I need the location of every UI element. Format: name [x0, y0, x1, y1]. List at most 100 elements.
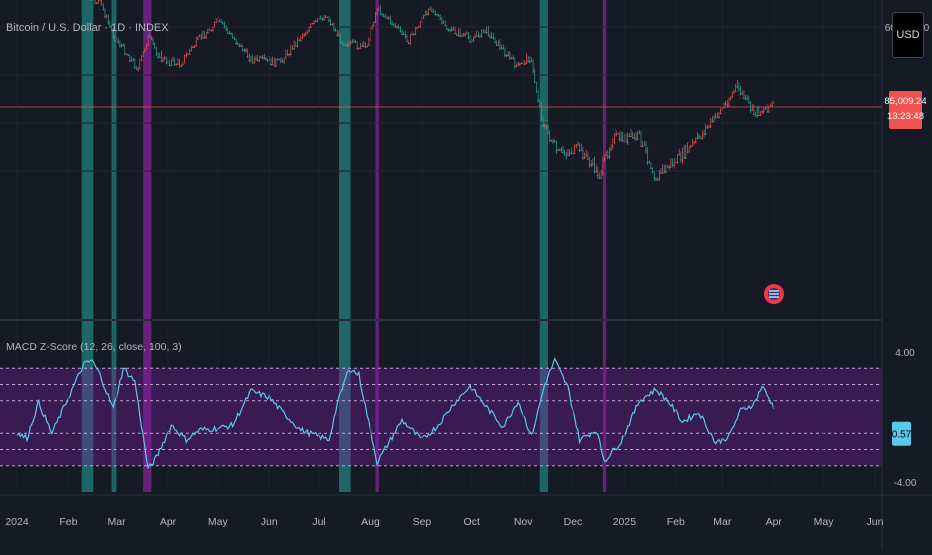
- candle-body: [341, 43, 343, 44]
- candle-body: [640, 146, 642, 147]
- candle-body: [524, 64, 526, 65]
- candle-body: [575, 145, 577, 146]
- candle-body: [456, 35, 458, 36]
- candle-body: [121, 45, 123, 46]
- candle-body: [514, 66, 516, 67]
- time-tick-label: Aug: [361, 516, 380, 528]
- candle-body: [469, 41, 471, 42]
- candle-body: [411, 34, 413, 35]
- candle-body: [625, 142, 627, 143]
- candle-body: [461, 36, 463, 37]
- candle-body: [305, 34, 307, 35]
- candle-body: [358, 48, 360, 49]
- price-axis[interactable]: [882, 0, 932, 550]
- candle-body: [182, 64, 184, 65]
- candle-body: [536, 91, 538, 92]
- candle-body: [346, 45, 348, 46]
- time-tick-label: May: [208, 516, 229, 528]
- candle-body: [466, 33, 468, 34]
- candle-body: [340, 42, 342, 43]
- candle-body: [745, 98, 747, 99]
- candle-body: [270, 64, 272, 65]
- candle-body: [544, 126, 546, 127]
- candle-body: [658, 178, 660, 179]
- candle-body: [99, 1, 101, 2]
- candle-body: [554, 141, 556, 142]
- candle-body: [582, 158, 584, 159]
- candle-body: [605, 155, 607, 156]
- candle-body: [414, 34, 416, 35]
- candle-body: [127, 55, 129, 56]
- candle-body: [534, 82, 536, 83]
- candle-body: [180, 66, 182, 67]
- candle-body: [149, 37, 151, 38]
- candle-body: [371, 28, 373, 29]
- candle-body: [683, 157, 685, 158]
- candle-body: [488, 35, 490, 36]
- currency-button[interactable]: USD: [892, 12, 924, 58]
- candle-body: [129, 61, 131, 62]
- candle-body: [547, 133, 549, 134]
- candle-body: [506, 55, 508, 56]
- candle-body: [756, 116, 758, 117]
- candle-body: [587, 159, 589, 160]
- candle-body: [665, 172, 667, 173]
- candle-body: [356, 48, 358, 49]
- candle-body: [351, 41, 353, 42]
- candle-body: [353, 41, 355, 42]
- candle-body: [242, 50, 244, 51]
- candle-body: [768, 112, 770, 113]
- candle-body: [566, 155, 568, 156]
- candle-body: [693, 142, 695, 143]
- candle-body: [295, 46, 297, 47]
- candle-body: [439, 19, 441, 20]
- candle-body: [172, 60, 174, 61]
- indicator-title: MACD Z-Score (12, 26, close, 100, 3): [6, 341, 182, 353]
- candle-body: [426, 14, 428, 15]
- candle-body: [607, 157, 609, 158]
- candle-body: [663, 172, 665, 173]
- candle-body: [247, 56, 249, 57]
- candle-body: [383, 16, 385, 17]
- candle-body: [713, 121, 715, 122]
- candle-body: [332, 24, 334, 25]
- candle-body: [652, 171, 654, 172]
- candle-body: [497, 45, 499, 46]
- candle-body: [561, 150, 563, 151]
- candle-body: [177, 64, 179, 65]
- candle-body: [219, 21, 221, 22]
- candle-body: [504, 55, 506, 56]
- candle-body: [743, 98, 745, 99]
- candle-body: [647, 162, 649, 163]
- candle-body: [106, 17, 108, 18]
- candle-body: [199, 36, 201, 37]
- candle-body: [645, 150, 647, 151]
- candle-body: [275, 66, 277, 67]
- candle-body: [760, 115, 762, 116]
- candle-body: [491, 37, 493, 38]
- candle-body: [408, 43, 410, 44]
- candle-body: [419, 26, 421, 27]
- candle-body: [735, 91, 737, 92]
- candle-body: [416, 28, 418, 29]
- candle-body: [753, 114, 755, 115]
- candle-body: [413, 34, 415, 35]
- candle-body: [489, 37, 491, 38]
- candle-body: [771, 105, 773, 106]
- candle-body: [147, 45, 149, 46]
- candle-body: [310, 27, 312, 28]
- candle-body: [209, 29, 211, 30]
- candle-body: [136, 69, 138, 70]
- time-tick-label: Nov: [514, 516, 533, 528]
- candle-body: [609, 157, 611, 158]
- candle-body: [595, 171, 597, 172]
- candle-body: [741, 93, 743, 94]
- candle-body: [453, 29, 455, 30]
- candle-body: [290, 54, 292, 55]
- candle-body: [429, 9, 431, 10]
- candle-body: [542, 126, 544, 127]
- candle-body: [648, 163, 650, 164]
- symbol-title: Bitcoin / U.S. Dollar · 1D · INDEX: [6, 22, 169, 34]
- candle-body: [104, 17, 106, 18]
